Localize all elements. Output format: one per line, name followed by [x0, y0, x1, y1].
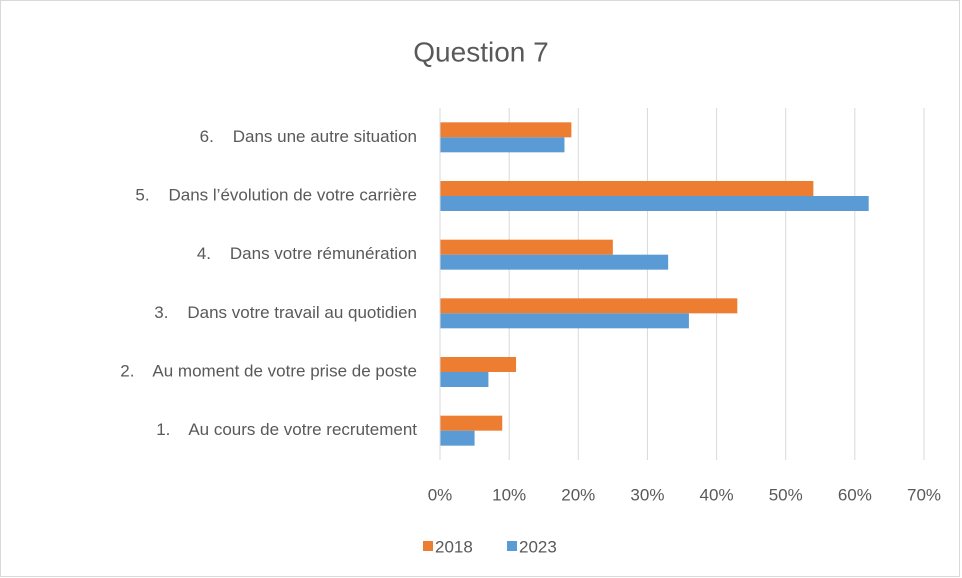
x-tick-label: 40%: [700, 485, 734, 504]
bar: [440, 239, 613, 255]
y-tick-label: 4. Dans votre rémunération: [197, 244, 417, 263]
legend-swatch: [423, 541, 433, 551]
legend-label: 2023: [519, 537, 557, 556]
x-tick-label: 10%: [492, 485, 526, 504]
bar: [440, 181, 814, 196]
legend-swatch: [507, 541, 517, 551]
x-tick-label: 0%: [428, 485, 453, 504]
bar: [440, 313, 689, 329]
bar: [440, 357, 517, 372]
x-tick-label: 70%: [907, 485, 941, 504]
legend-label: 2018: [435, 537, 473, 556]
bar: [440, 430, 475, 446]
bar: [440, 372, 489, 387]
bar: [440, 298, 738, 314]
x-tick-label: 60%: [838, 485, 872, 504]
x-tick-label: 20%: [561, 485, 595, 504]
bar: [440, 254, 669, 270]
x-tick-label: 30%: [630, 485, 664, 504]
bar: [440, 137, 565, 153]
y-tick-label: 2. Au moment de votre prise de poste: [120, 361, 417, 380]
bar: [440, 415, 503, 431]
y-tick-label: 5. Dans l’évolution de votre carrière: [135, 185, 417, 204]
x-tick-label: 50%: [769, 485, 803, 504]
y-tick-label: 3. Dans votre travail au quotidien: [154, 303, 417, 322]
chart-title: Question 7: [413, 36, 548, 67]
bar: [440, 122, 572, 138]
y-tick-label: 1. Au cours de votre recrutement: [156, 420, 417, 439]
y-tick-label: 6. Dans une autre situation: [200, 127, 417, 146]
bar: [440, 196, 869, 211]
